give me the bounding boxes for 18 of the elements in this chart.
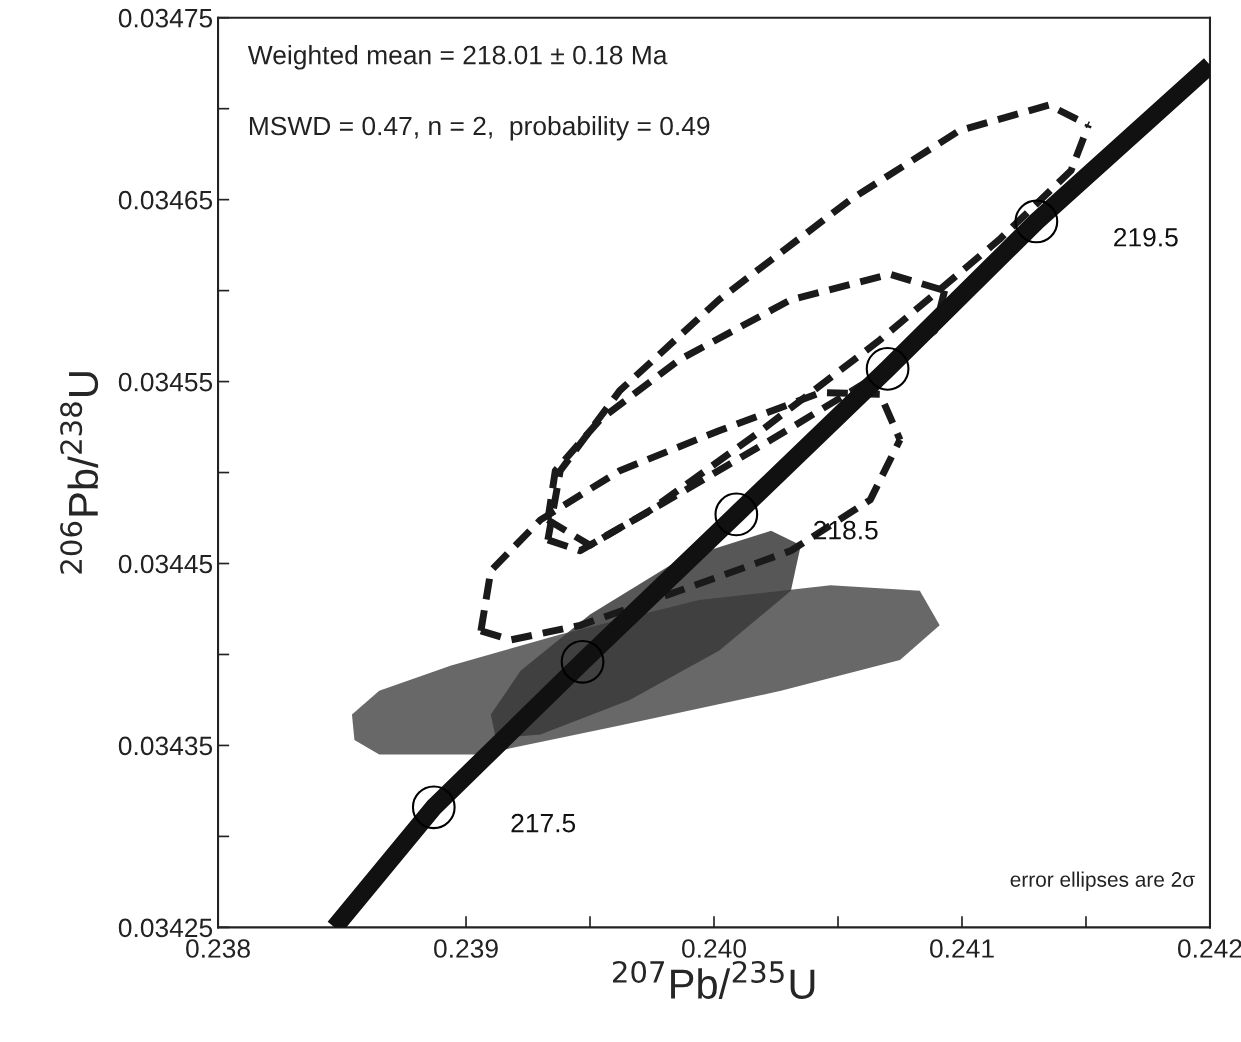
y-tick-label: 0.03425 (118, 918, 213, 938)
annotation: 219.5 (1114, 227, 1178, 247)
annotation: MSWD = 0.47, n = 2, probability = 0.49 (249, 115, 710, 141)
x-tick-label: 0.240 (682, 939, 746, 958)
y-tick-label: 0.03455 (118, 372, 213, 392)
y-tick-label: 0.03465 (118, 190, 213, 210)
annotation: Weighted mean = 218.01 ± 0.18 Ma (247, 45, 668, 70)
x-tick-label: 0.239 (434, 939, 498, 958)
x-tick-label: 0.242 (1177, 939, 1241, 958)
x-axis-title: $^{207}$Pb/$^{235}$U (613, 960, 815, 999)
annotation: error ellipses are 2σ (1010, 871, 1195, 891)
x-tick-label: 0.241 (930, 939, 994, 958)
y-tick-label: 0.03475 (118, 8, 213, 28)
y-tick-label: 0.03445 (118, 554, 213, 574)
y-axis-title: $^{206}$Pb/$^{238}$U (60, 372, 99, 574)
x-tick-label: 0.238 (186, 939, 250, 958)
y-tick-label: 0.03435 (118, 736, 213, 756)
annotation: 217.5 (511, 813, 576, 833)
